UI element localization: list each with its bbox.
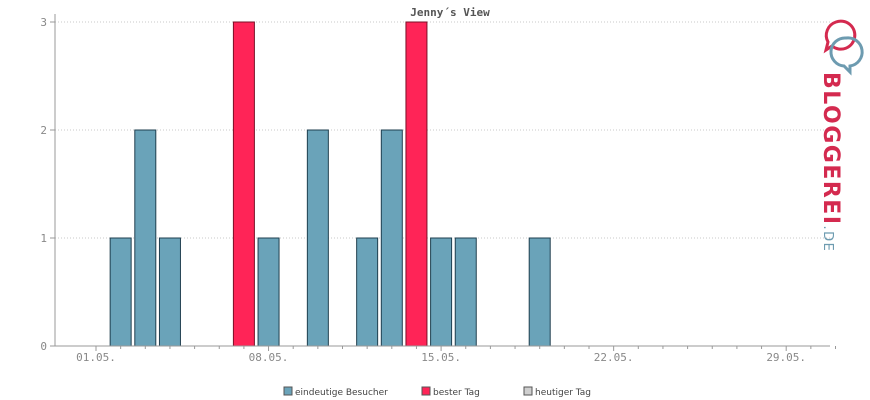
x-tick-label: 29.05. bbox=[766, 351, 806, 364]
x-tick-label: 08.05. bbox=[249, 351, 289, 364]
y-axis-ticks: 0 1 2 3 bbox=[40, 16, 55, 353]
x-tick-label: 15.05. bbox=[421, 351, 461, 364]
bars bbox=[109, 21, 551, 347]
legend-item: eindeutige Besucher bbox=[283, 386, 388, 398]
bar-visitors bbox=[109, 237, 132, 347]
x-tick-label: 22.05. bbox=[594, 351, 634, 364]
logo-speech-bubbles-icon bbox=[823, 19, 864, 76]
legend-label: eindeutige Besucher bbox=[295, 388, 388, 398]
legend: eindeutige Besucher bester Tag heutiger Ta… bbox=[283, 386, 591, 398]
y-tick-label: 0 bbox=[40, 340, 47, 353]
bloggerei-logo: BLOGGEREI.DE bbox=[818, 19, 864, 252]
bar-visitors bbox=[430, 237, 453, 347]
bar-visitors bbox=[158, 237, 181, 347]
bar-best-day bbox=[232, 21, 255, 347]
legend-swatch bbox=[283, 386, 293, 396]
y-tick-label: 1 bbox=[40, 232, 47, 245]
bar-visitors bbox=[356, 237, 379, 347]
bar-visitors bbox=[380, 129, 403, 347]
legend-swatch bbox=[421, 386, 431, 396]
bar-visitors bbox=[306, 129, 329, 347]
bar-best-day bbox=[405, 21, 428, 347]
chart-title: Jenny´s View bbox=[410, 6, 490, 19]
y-tick-label: 2 bbox=[40, 124, 47, 137]
x-tick-label: 01.05. bbox=[76, 351, 116, 364]
legend-item: bester Tag bbox=[421, 386, 480, 398]
logo-text: BLOGGEREI.DE bbox=[818, 72, 843, 252]
y-tick-label: 3 bbox=[40, 16, 47, 29]
bar-visitors bbox=[454, 237, 477, 347]
bar-visitors bbox=[134, 129, 157, 347]
bar-visitors bbox=[528, 237, 551, 347]
bar-visitors bbox=[257, 237, 280, 347]
legend-swatch bbox=[523, 386, 533, 396]
legend-item: heutiger Tag bbox=[523, 386, 591, 398]
grid-lines bbox=[55, 21, 830, 239]
legend-label: heutiger Tag bbox=[535, 388, 591, 398]
x-axis-ticks: 01.05. 08.05. 15.05. 22.05. 29.05. bbox=[76, 346, 836, 364]
legend-label: bester Tag bbox=[433, 388, 480, 398]
